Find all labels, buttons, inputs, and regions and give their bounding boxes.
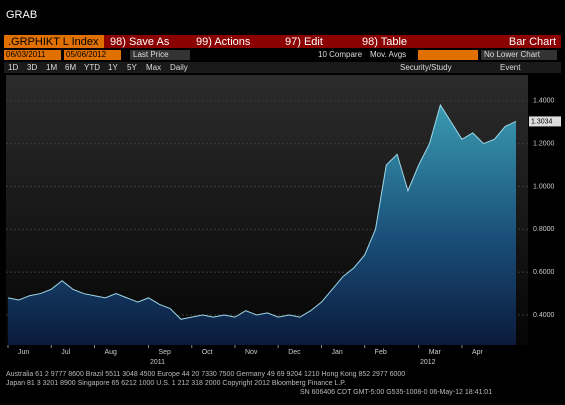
period-button[interactable]: Daily	[170, 63, 188, 72]
period-buttons: 1D 3D 1M 6M YTD 1Y 5Y Max Daily	[8, 63, 188, 72]
period-button[interactable]: 6M	[65, 63, 76, 72]
lower-chart: No Lower Chart	[484, 50, 541, 59]
footer-line: Japan 81 3 3201 8900 Singapore 65 6212 1…	[6, 380, 346, 387]
moving-averages[interactable]: Mov. Avgs	[370, 50, 406, 59]
event[interactable]: Event	[500, 63, 521, 72]
y-tick-label: 0.6000	[533, 269, 555, 276]
y-tick-label: 0.8000	[533, 226, 555, 233]
compare[interactable]: 10 Compare	[318, 50, 363, 59]
period-button[interactable]: 1Y	[108, 63, 118, 72]
chart-type: Bar Chart	[509, 36, 556, 48]
area	[8, 105, 516, 345]
period-button[interactable]: Max	[146, 63, 161, 72]
x-tick-label: Mar	[429, 349, 442, 356]
field-box[interactable]	[130, 50, 190, 60]
line	[7, 103, 517, 320]
security-study[interactable]: Security/Study	[400, 63, 452, 72]
last-price-marker	[529, 116, 561, 127]
edit-button[interactable]: 97) Edit	[285, 36, 323, 48]
x-tick-label: Dec	[288, 349, 301, 356]
y-tick-label: 1.4000	[533, 98, 555, 105]
ticker-box[interactable]	[4, 35, 104, 48]
x-tick-label: Sep	[159, 349, 172, 356]
y-tick-label: 1.0000	[533, 183, 555, 190]
period-button[interactable]: 1D	[8, 63, 18, 72]
spacer-box	[418, 50, 478, 60]
toolbar	[4, 35, 561, 48]
footer-line: Australia 61 2 9777 8600 Brazil 5511 304…	[6, 371, 405, 378]
chart: 0.4000 0.6000 0.8000 1.0000 1.2000 1.4000 1.30…	[6, 98, 561, 356]
save-as-button[interactable]: 98) Save As	[110, 36, 170, 48]
x-tick-label: Jun	[18, 349, 29, 356]
ticker: .GRPHIKT L Index	[8, 36, 99, 48]
period-button[interactable]: 3D	[27, 63, 37, 72]
period-button[interactable]: 5Y	[127, 63, 137, 72]
period-bar	[4, 62, 561, 73]
start-date-box[interactable]	[4, 50, 61, 60]
end-date-box[interactable]	[64, 50, 121, 60]
period-button[interactable]: 1M	[46, 63, 57, 72]
x-tick-label: Jul	[61, 349, 70, 356]
x-tick-label: Feb	[375, 349, 387, 356]
x-tick-label: Nov	[245, 349, 258, 356]
screen-title: GRAB	[6, 9, 37, 21]
x-tick-label: Apr	[472, 349, 484, 356]
lower-chart-box[interactable]	[481, 50, 557, 60]
x-tick-label: Oct	[202, 349, 213, 356]
last-price-label: 1.3034	[531, 118, 553, 125]
table-button[interactable]: 98) Table	[362, 36, 407, 48]
y-tick-label: 0.4000	[533, 312, 555, 319]
actions-button[interactable]: 99) Actions	[196, 36, 251, 48]
y-tick-label: 1.2000	[533, 140, 555, 147]
year-label: 2011	[150, 359, 165, 366]
year-label: 2012	[420, 359, 436, 366]
footer-line: SN 606406 CDT GMT-5:00 G535-1008-0 06-Ma…	[300, 389, 492, 396]
field: Last Price	[133, 50, 169, 59]
start-date: 06/03/2011	[6, 50, 46, 59]
period-button[interactable]: YTD	[84, 63, 100, 72]
x-tick-label: Jan	[331, 349, 342, 356]
end-date: 05/06/2012	[66, 50, 107, 59]
x-tick-label: Aug	[104, 349, 117, 356]
